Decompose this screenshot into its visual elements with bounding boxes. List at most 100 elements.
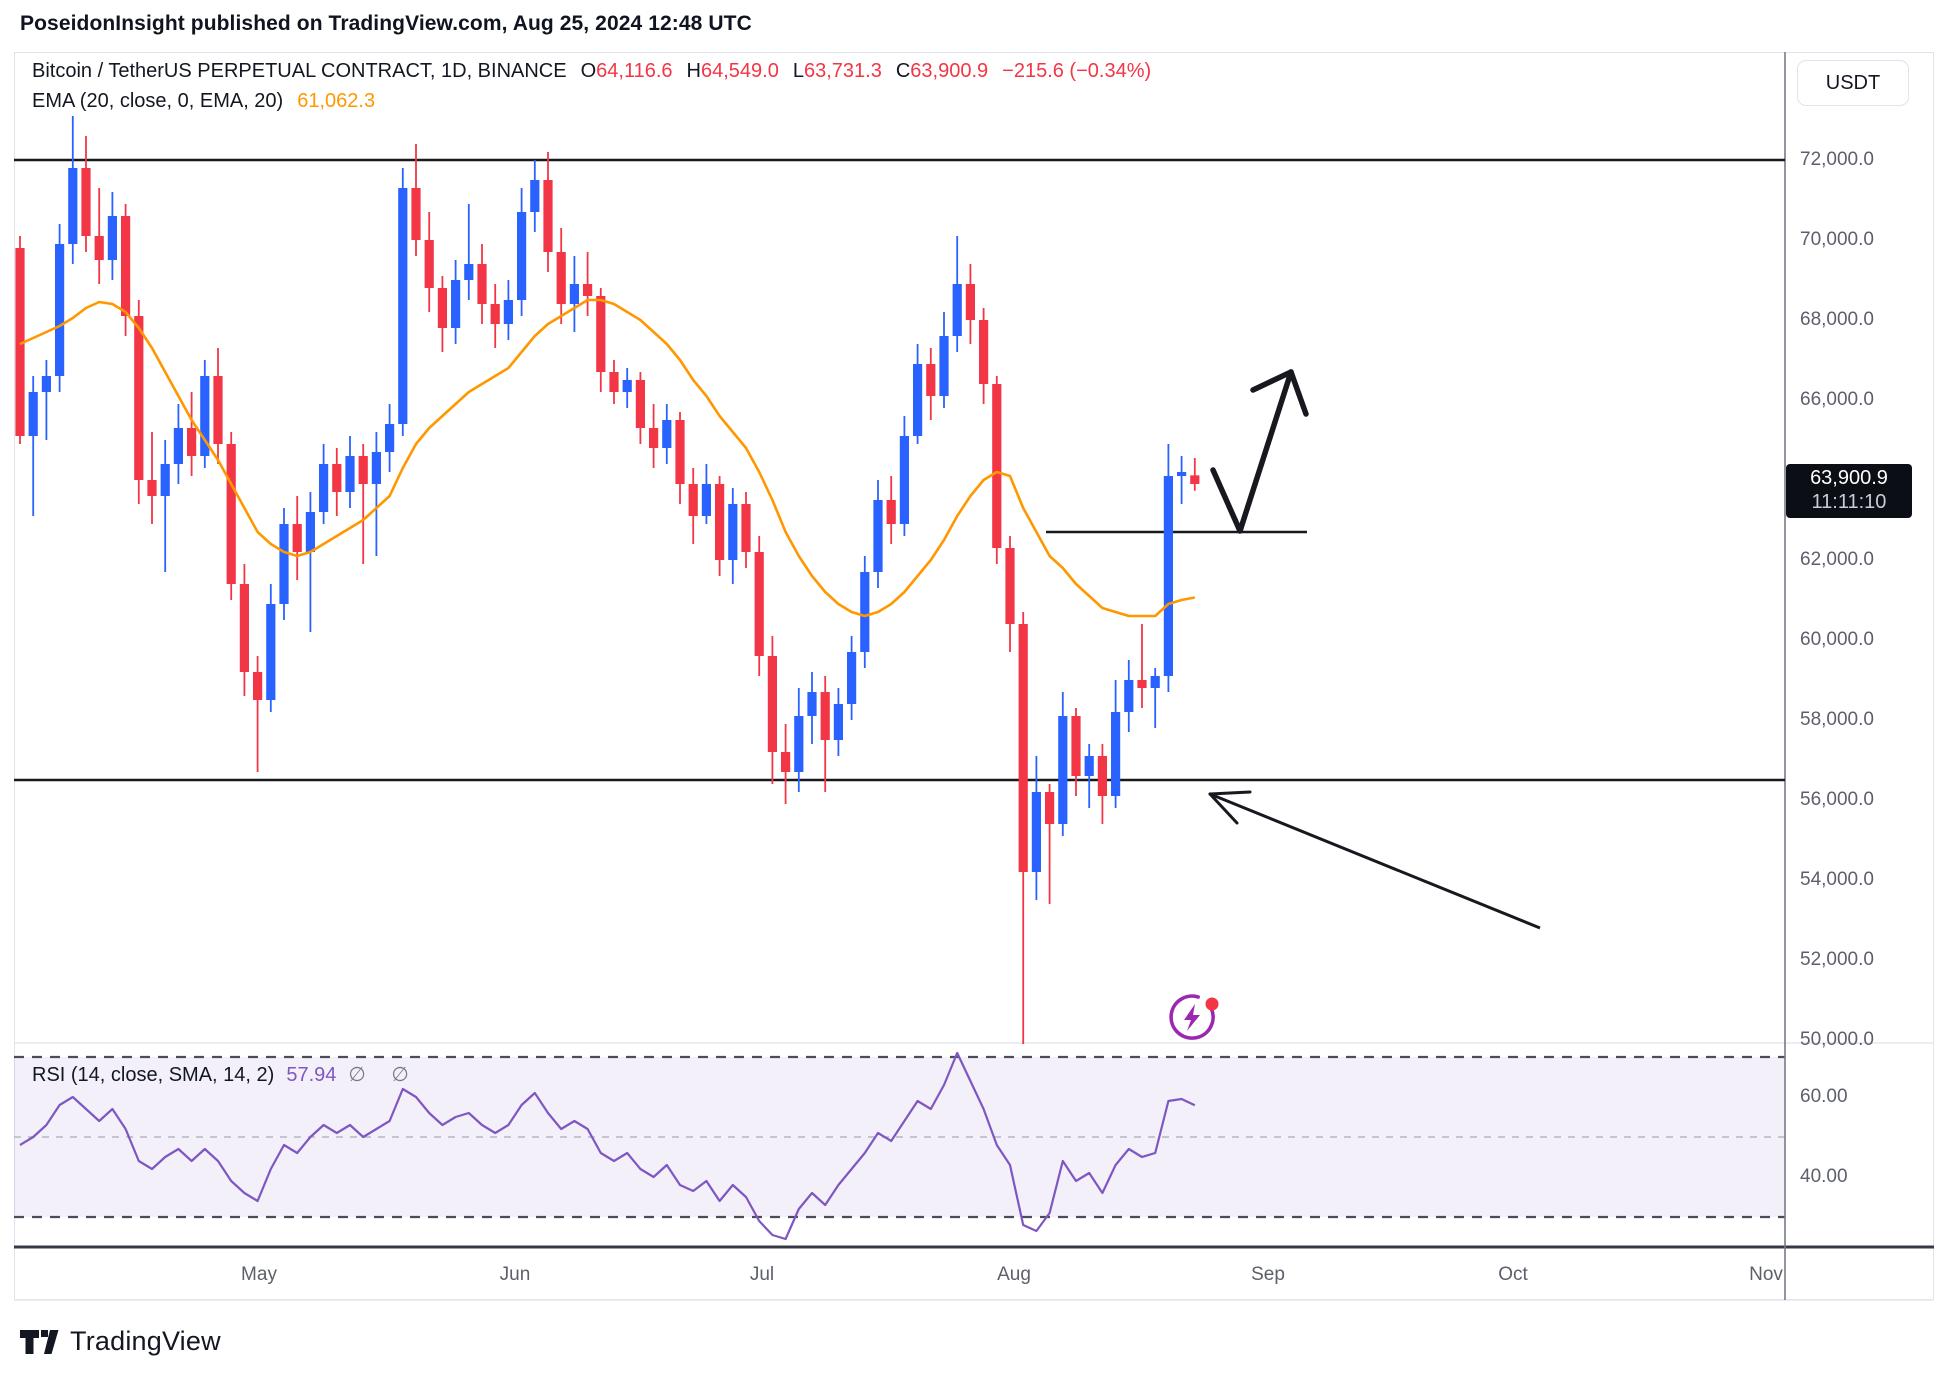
up-candle (160, 464, 170, 496)
down-candle (715, 484, 725, 560)
month-label-nov: Nov (1749, 1264, 1783, 1285)
high-readout: H64,549.0 (686, 60, 779, 82)
flash-icon-circle (1169, 994, 1215, 1040)
up-candle (913, 364, 923, 436)
down-candle (424, 240, 434, 288)
down-candle (992, 384, 1002, 548)
up-candle (1150, 676, 1160, 688)
up-candle (28, 392, 38, 436)
rsi-tick-label: 60.00 (1800, 1086, 1848, 1107)
down-candle (583, 284, 593, 296)
rsi-label: RSI (14, close, SMA, 14, 2) (32, 1064, 275, 1086)
up-candle (1111, 712, 1121, 796)
up-candle (1084, 756, 1094, 776)
down-candle (358, 456, 368, 484)
up-candle (266, 604, 276, 700)
down-candle (477, 264, 487, 304)
up-candle (371, 452, 381, 484)
up-candle (860, 572, 870, 652)
price-tick-label: 60,000.0 (1800, 629, 1874, 650)
up-candle (622, 380, 632, 392)
up-candle (173, 428, 183, 464)
change-readout: −215.6 (−0.34%) (1002, 60, 1152, 82)
price-tick-label: 58,000.0 (1800, 709, 1874, 730)
symbol-legend-row: Bitcoin / TetherUS PERPETUAL CONTRACT, 1… (32, 60, 1151, 83)
down-candle (437, 288, 447, 328)
tradingview-wordmark: TradingView (70, 1326, 221, 1356)
zigzag-arrowhead (1250, 369, 1294, 393)
flash-icon-dot (1205, 997, 1219, 1011)
down-candle (134, 316, 144, 480)
down-candle (213, 376, 223, 444)
publish-attribution: PoseidonInsight published on TradingView… (20, 12, 752, 35)
down-candle (292, 524, 302, 552)
down-candle (741, 504, 751, 552)
up-candle (1058, 716, 1068, 824)
candlestick-series (15, 116, 1200, 1044)
down-candle (965, 284, 975, 320)
price-tick-label: 62,000.0 (1800, 549, 1874, 570)
up-candle (385, 424, 395, 452)
up-candle (701, 484, 711, 516)
down-candle (979, 320, 989, 384)
down-candle (121, 216, 131, 316)
price-tick-label: 68,000.0 (1800, 309, 1874, 330)
down-candle (81, 168, 91, 236)
down-candle (926, 364, 936, 396)
up-candle (952, 284, 962, 336)
down-candle (94, 236, 104, 260)
down-candle (332, 464, 342, 492)
down-candle (754, 552, 764, 656)
low-readout: L63,731.3 (792, 60, 882, 82)
month-label-sep: Sep (1251, 1264, 1285, 1285)
price-tick-label: 72,000.0 (1800, 149, 1874, 170)
up-candle (345, 456, 355, 492)
down-candle (15, 248, 25, 436)
up-candle (41, 376, 51, 392)
zigzag-up-arrow (1210, 369, 1294, 534)
down-candle (609, 372, 619, 392)
down-candle (556, 252, 566, 304)
support-pointer-arrow (1209, 792, 1541, 930)
down-candle (147, 480, 157, 496)
up-candle (503, 300, 513, 324)
rsi-line (19, 1051, 1196, 1241)
up-candle (319, 464, 329, 512)
up-candle (939, 336, 949, 396)
up-candle (1163, 476, 1173, 676)
currency-toggle-button[interactable]: USDT (1797, 60, 1909, 106)
month-label-aug: Aug (997, 1264, 1031, 1285)
down-candle (820, 692, 830, 740)
rsi-legend-row: RSI (14, close, SMA, 14, 2) 57.94 ∅ ∅ (32, 1062, 419, 1087)
down-candle (226, 444, 236, 584)
price-tick-label: 70,000.0 (1800, 229, 1874, 250)
up-candle (451, 280, 461, 328)
last-price-badge: 63,900.9 11:11:10 (1786, 464, 1912, 518)
support-arrowhead (1208, 792, 1239, 825)
zigzag-arrowhead (1288, 369, 1309, 417)
down-candle (253, 672, 263, 700)
down-candle (1071, 716, 1081, 776)
up-candle (569, 284, 579, 304)
up-candle (398, 188, 408, 424)
month-label-oct: Oct (1498, 1264, 1528, 1285)
rsi-tick-label: 40.00 (1800, 1166, 1848, 1187)
tradingview-logo-link[interactable]: TradingView (20, 1326, 221, 1357)
close-readout: C63,900.9 (895, 60, 989, 82)
support-arrowhead (1208, 790, 1252, 796)
up-candle (517, 212, 527, 300)
down-candle (1190, 475, 1200, 484)
down-candle (596, 296, 606, 372)
bar-countdown: 11:11:10 (1811, 491, 1887, 513)
chart-legend: Bitcoin / TetherUS PERPETUAL CONTRACT, 1… (32, 60, 1151, 113)
up-candle (305, 512, 315, 552)
rsi-empty-glyphs: ∅ ∅ (348, 1064, 419, 1086)
down-candle (688, 484, 698, 516)
down-candle (1018, 624, 1028, 872)
up-candle (55, 244, 65, 376)
down-candle (1137, 680, 1147, 688)
up-candle (807, 692, 817, 716)
up-candle (464, 264, 474, 280)
ema-value: 61,062.3 (297, 90, 376, 112)
